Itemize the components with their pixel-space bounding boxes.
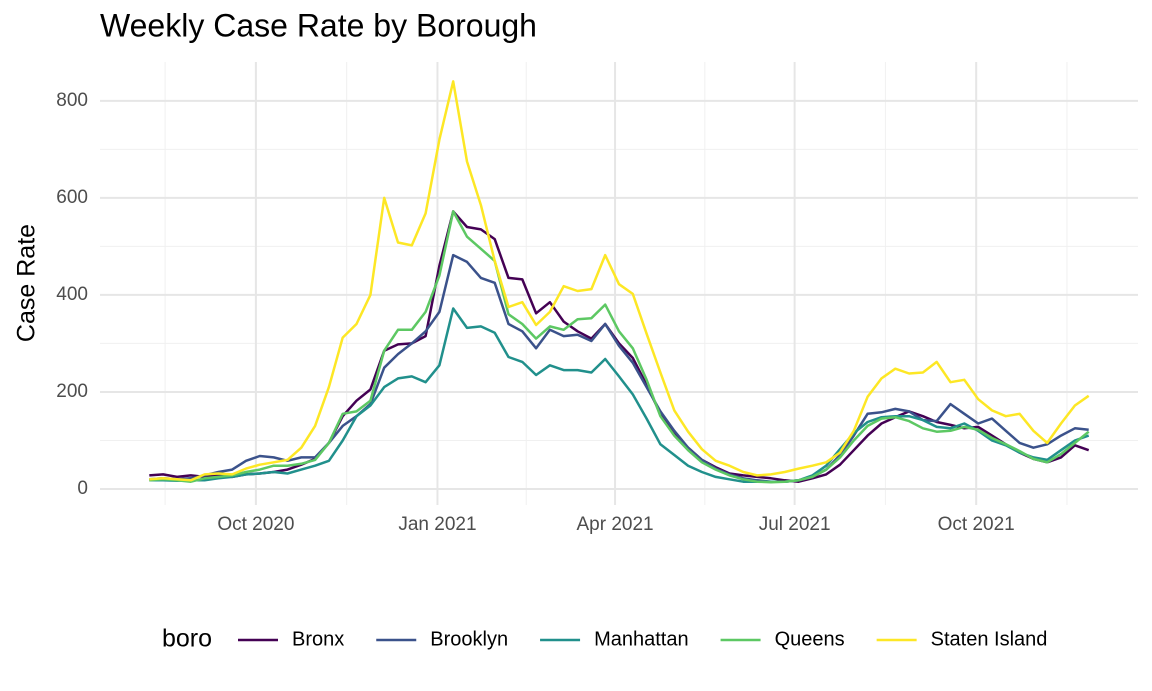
- chart-title: Weekly Case Rate by Borough: [100, 7, 537, 43]
- legend-label: Bronx: [292, 628, 344, 650]
- x-tick-label: Apr 2021: [576, 514, 653, 535]
- legend-label: Queens: [775, 628, 845, 650]
- y-axis-label: Case Rate: [13, 224, 41, 342]
- legend-label: Manhattan: [594, 628, 689, 650]
- y-tick-label: 0: [77, 478, 88, 499]
- series-line: [149, 253, 1089, 483]
- series-line: [149, 307, 1090, 483]
- x-tick-label: Jan 2021: [398, 514, 476, 535]
- y-tick-label: 400: [56, 284, 88, 305]
- series-line: [149, 80, 1090, 482]
- x-tick-label: Oct 2020: [217, 514, 294, 535]
- y-tick-label: 600: [56, 187, 88, 208]
- legend-title: boro: [162, 625, 212, 653]
- legend-label: Staten Island: [931, 628, 1048, 650]
- x-tick-label: Oct 2021: [938, 514, 1015, 535]
- y-tick-label: 800: [56, 90, 88, 111]
- series-line: [149, 210, 1090, 484]
- x-tick-label: Jul 2021: [759, 514, 831, 535]
- y-tick-label: 200: [56, 381, 88, 402]
- legend-label: Brooklyn: [430, 628, 508, 650]
